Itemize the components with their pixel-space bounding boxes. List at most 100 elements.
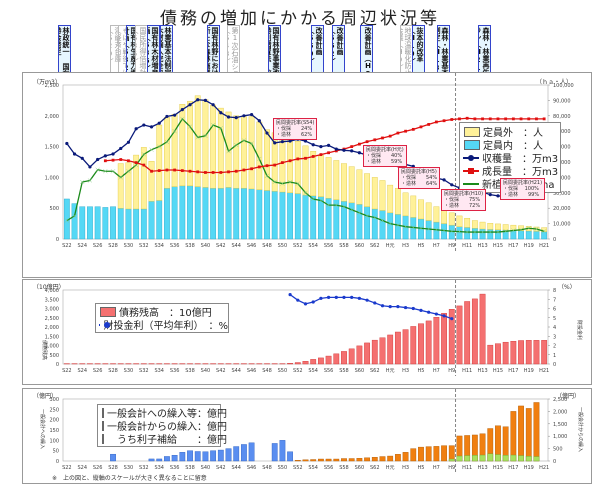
line-growth-point <box>489 117 492 120</box>
line-growth-point <box>319 153 322 156</box>
bar-inside-staff <box>110 207 115 239</box>
bar-outside-staff <box>449 213 454 225</box>
bar-inside-staff <box>149 201 154 239</box>
bar-outside-staff <box>303 146 308 195</box>
line-growth-point <box>327 151 330 154</box>
bar-from-general <box>387 456 392 461</box>
line-growth-point <box>266 164 269 167</box>
bar-inside-staff <box>187 186 192 239</box>
bar-inside-staff <box>272 191 277 239</box>
bar-debt <box>418 324 423 364</box>
bar-inside-staff <box>257 190 262 239</box>
bar-from-general <box>418 447 423 461</box>
bar-inside-staff <box>457 227 462 239</box>
line-growth-point <box>119 158 122 161</box>
bar-outside-staff <box>349 167 354 203</box>
line-growth-point <box>273 164 276 167</box>
line-interest-point <box>427 311 430 314</box>
bar-from-general <box>434 446 439 461</box>
bar-inside-staff <box>287 193 292 239</box>
y-tick-right: 10,000 <box>553 222 571 228</box>
line-interest-point <box>365 299 368 302</box>
line-growth-point <box>258 166 261 169</box>
line-harvest-point <box>327 144 330 147</box>
x-tick-label: S28 <box>108 243 118 249</box>
line-interest-point <box>396 305 399 308</box>
bar-inside-staff <box>372 209 377 239</box>
bar-inside-staff <box>234 188 239 239</box>
line-interest-point <box>389 305 392 308</box>
line-harvest-point <box>242 114 245 117</box>
x-tick-label: S42 <box>216 368 226 374</box>
bar-to-general <box>210 451 215 461</box>
line-harvest-point <box>273 141 276 144</box>
bar-from-general <box>518 406 523 461</box>
line-harvest-point <box>150 125 153 128</box>
legend-middle: 債務残高 ：10億円 財投金利（平均年利） ：% <box>95 303 229 333</box>
line-interest-point <box>342 296 345 299</box>
line-harvest-point <box>250 113 253 116</box>
y-axis-label-left: （万ｍ3） <box>33 79 61 86</box>
line-harvest-point <box>73 152 76 155</box>
line-growth-point <box>420 125 423 128</box>
x-tick-label: H9 <box>448 368 455 374</box>
x-tick-label: S44 <box>231 243 241 249</box>
x-tick-label: S26 <box>93 243 103 249</box>
bar-to-general <box>234 447 239 461</box>
x-tick-label: H3 <box>402 465 409 471</box>
y-tick-right: 3 <box>553 334 556 340</box>
y-tick-left: 150 <box>49 428 59 434</box>
bar-inside-staff <box>210 188 215 239</box>
legend-swatch <box>464 127 480 137</box>
bar-outside-staff <box>264 130 269 191</box>
bar-to-general <box>272 443 277 461</box>
bar-interest-subsidy <box>480 455 485 461</box>
line-growth-point <box>304 157 307 160</box>
bar-inside-staff <box>241 188 246 239</box>
bar-outside-staff <box>387 185 392 213</box>
bar-inside-staff <box>195 187 200 239</box>
bar-interest-subsidy <box>488 454 493 461</box>
line-interest-point <box>404 306 407 309</box>
bar-outside-staff <box>511 225 516 230</box>
line-growth-point <box>543 117 546 120</box>
bar-from-general <box>411 449 416 461</box>
x-tick-label: H7 <box>433 465 440 471</box>
bar-debt <box>357 346 362 364</box>
x-tick-label: S60 <box>355 243 365 249</box>
x-tick-label: H13 <box>478 465 488 471</box>
bar-outside-staff <box>464 218 469 227</box>
bar-debt <box>526 340 531 364</box>
bar-outside-staff <box>472 221 477 229</box>
line-interest-point <box>304 302 307 305</box>
bar-inside-staff <box>380 211 385 239</box>
line-growth-point <box>412 128 415 131</box>
line-interest-point <box>412 307 415 310</box>
line-harvest-point <box>265 131 268 134</box>
bar-outside-staff <box>372 177 377 209</box>
line-growth-point <box>112 159 115 162</box>
x-tick-label: H17 <box>508 465 518 471</box>
bar-outside-staff <box>218 108 223 188</box>
line-growth-point <box>204 171 207 174</box>
bar-debt <box>464 301 469 364</box>
line-growth-point <box>350 145 353 148</box>
bar-interest-subsidy <box>464 456 469 461</box>
bar-to-general <box>195 451 200 461</box>
legend-bottom: 一般会計への繰入等：億円 一般会計からの繰入：億円 うち利子補給 ：億円 <box>97 404 221 447</box>
bar-inside-staff <box>126 209 131 239</box>
line-growth-point <box>127 159 130 162</box>
line-interest-point <box>350 296 353 299</box>
bar-debt <box>303 361 308 364</box>
bar-outside-staff <box>180 104 185 186</box>
legend-swatch <box>102 434 104 444</box>
line-growth-point <box>427 123 430 126</box>
bar-outside-staff <box>441 210 446 224</box>
bar-debt <box>311 359 316 364</box>
x-tick-label: S38 <box>185 368 195 374</box>
y-tick-left: 2,500 <box>45 316 59 322</box>
x-tick-label: S44 <box>231 465 241 471</box>
x-tick-label: S46 <box>247 243 257 249</box>
bar-inside-staff <box>303 195 308 239</box>
x-tick-label: H11 <box>462 465 472 471</box>
